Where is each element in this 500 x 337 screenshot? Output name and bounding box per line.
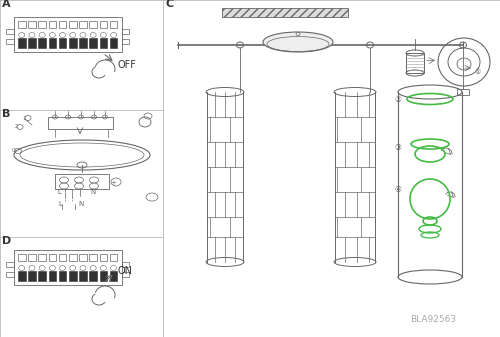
Bar [69, 254, 76, 261]
Bar [48, 254, 56, 261]
Bar [38, 21, 46, 28]
Bar [28, 38, 36, 48]
Text: G: G [12, 149, 16, 153]
Bar [28, 21, 36, 28]
Bar [59, 21, 66, 28]
Text: ②: ② [394, 94, 402, 103]
Bar [110, 271, 118, 281]
Bar [18, 38, 26, 48]
Bar [48, 271, 56, 281]
Bar [18, 271, 26, 281]
Text: C: C [165, 0, 173, 9]
Bar [457, 89, 469, 95]
Bar [90, 271, 97, 281]
Bar [38, 271, 46, 281]
Bar [100, 21, 107, 28]
Bar [90, 254, 97, 261]
Text: B: B [2, 109, 10, 119]
Bar [48, 38, 56, 48]
Text: A: A [2, 0, 10, 9]
Bar [222, 8, 348, 17]
Text: L: L [58, 201, 62, 207]
Text: 1: 1 [22, 116, 26, 121]
Bar [14, 17, 122, 52]
Text: ③: ③ [394, 143, 402, 152]
Bar [110, 254, 118, 261]
Bar [6, 262, 14, 267]
Ellipse shape [263, 32, 333, 52]
Bar [28, 254, 36, 261]
Text: +: + [110, 180, 116, 186]
Bar [79, 254, 86, 261]
Bar [110, 21, 118, 28]
Bar [90, 38, 97, 48]
Bar [6, 39, 14, 44]
Bar [122, 272, 129, 277]
Bar [79, 38, 86, 48]
Bar [59, 271, 66, 281]
Text: L: L [57, 189, 61, 195]
Text: ON: ON [118, 266, 133, 276]
Text: OFF: OFF [118, 60, 137, 70]
Bar [79, 21, 86, 28]
Bar [6, 272, 14, 277]
Bar [122, 29, 129, 34]
Bar [28, 271, 36, 281]
Bar [38, 254, 46, 261]
Text: 2: 2 [14, 124, 18, 129]
Text: ④: ④ [394, 184, 402, 193]
Text: BLA92563: BLA92563 [410, 314, 456, 324]
Bar [69, 271, 76, 281]
Bar [48, 117, 113, 129]
Text: N: N [90, 189, 95, 195]
Bar [55, 174, 109, 189]
Bar [59, 254, 66, 261]
Bar [18, 21, 26, 28]
Text: D: D [2, 236, 11, 246]
Bar [100, 271, 107, 281]
Bar [122, 262, 129, 267]
Bar [48, 21, 56, 28]
Bar [79, 271, 86, 281]
Bar [69, 38, 76, 48]
Bar [122, 39, 129, 44]
Bar [59, 38, 66, 48]
Bar [38, 38, 46, 48]
Text: ①: ① [475, 69, 481, 75]
Bar [100, 254, 107, 261]
Bar [69, 21, 76, 28]
Bar [110, 38, 118, 48]
Bar [14, 250, 122, 285]
Bar [18, 254, 26, 261]
Bar [6, 29, 14, 34]
Text: N: N [78, 201, 83, 207]
Bar [100, 38, 107, 48]
Bar [406, 53, 424, 73]
Bar [90, 21, 97, 28]
